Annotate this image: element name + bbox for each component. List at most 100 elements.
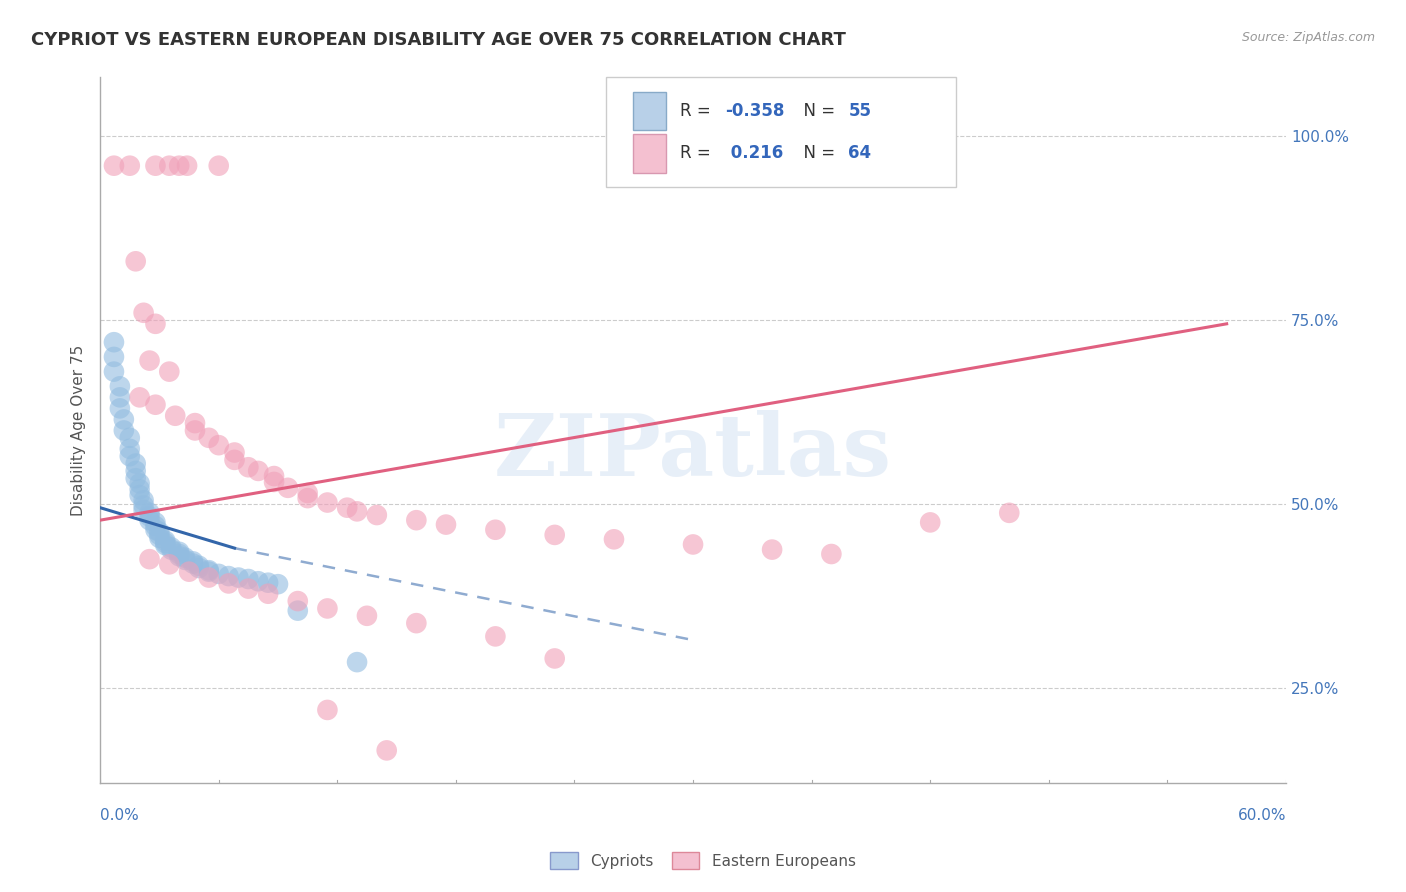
- Text: CYPRIOT VS EASTERN EUROPEAN DISABILITY AGE OVER 75 CORRELATION CHART: CYPRIOT VS EASTERN EUROPEAN DISABILITY A…: [31, 31, 846, 49]
- Point: [761, 542, 783, 557]
- Text: R =: R =: [681, 102, 716, 120]
- FancyBboxPatch shape: [633, 134, 666, 173]
- Point: [218, 569, 240, 583]
- Point: [174, 550, 197, 565]
- Point: [544, 651, 567, 665]
- Point: [277, 481, 299, 495]
- Point: [238, 572, 260, 586]
- Point: [103, 335, 125, 350]
- Point: [184, 424, 207, 438]
- Text: N =: N =: [793, 145, 839, 162]
- Point: [148, 524, 170, 539]
- Text: 0.0%: 0.0%: [100, 808, 139, 823]
- Point: [118, 159, 141, 173]
- Point: [148, 528, 170, 542]
- Point: [103, 365, 125, 379]
- Point: [297, 486, 319, 500]
- FancyBboxPatch shape: [633, 92, 666, 130]
- Point: [218, 576, 240, 591]
- Point: [155, 536, 177, 550]
- Point: [167, 159, 190, 173]
- Point: [145, 159, 167, 173]
- Point: [228, 570, 250, 584]
- Point: [145, 519, 167, 533]
- Text: R =: R =: [681, 145, 716, 162]
- Point: [174, 553, 197, 567]
- Point: [125, 471, 148, 485]
- Point: [160, 541, 183, 555]
- Point: [118, 449, 141, 463]
- Point: [263, 469, 285, 483]
- Point: [316, 601, 339, 615]
- Point: [247, 574, 270, 589]
- Point: [247, 464, 270, 478]
- Point: [238, 582, 260, 596]
- Point: [177, 565, 200, 579]
- Text: Source: ZipAtlas.com: Source: ZipAtlas.com: [1241, 31, 1375, 45]
- Point: [297, 491, 319, 505]
- Point: [157, 558, 180, 572]
- Text: 64: 64: [848, 145, 872, 162]
- Point: [118, 431, 141, 445]
- Point: [138, 506, 160, 520]
- Point: [920, 516, 942, 530]
- Point: [263, 475, 285, 489]
- Point: [181, 557, 204, 571]
- Point: [157, 365, 180, 379]
- Text: ZIPatlas: ZIPatlas: [494, 409, 891, 493]
- Point: [484, 629, 506, 643]
- Point: [366, 508, 388, 522]
- Point: [128, 483, 150, 497]
- Point: [238, 460, 260, 475]
- Point: [145, 398, 167, 412]
- FancyBboxPatch shape: [606, 78, 956, 187]
- Point: [434, 517, 457, 532]
- Point: [145, 523, 167, 537]
- Point: [132, 306, 155, 320]
- Point: [267, 577, 290, 591]
- Point: [224, 453, 246, 467]
- Point: [132, 499, 155, 513]
- Text: 55: 55: [848, 102, 872, 120]
- Point: [138, 353, 160, 368]
- Point: [316, 703, 339, 717]
- Point: [287, 594, 309, 608]
- Point: [167, 547, 190, 561]
- Point: [160, 542, 183, 557]
- Point: [375, 743, 398, 757]
- Point: [184, 416, 207, 430]
- Point: [208, 566, 231, 581]
- Point: [145, 317, 167, 331]
- Point: [125, 457, 148, 471]
- Point: [167, 549, 190, 564]
- Point: [208, 159, 231, 173]
- Point: [820, 547, 842, 561]
- Point: [138, 513, 160, 527]
- Point: [155, 533, 177, 548]
- Point: [165, 409, 187, 423]
- Point: [187, 558, 209, 573]
- Point: [108, 401, 131, 416]
- Point: [125, 464, 148, 478]
- Point: [103, 159, 125, 173]
- Text: -0.358: -0.358: [725, 102, 785, 120]
- Point: [128, 390, 150, 404]
- Point: [145, 516, 167, 530]
- Point: [112, 424, 135, 438]
- Point: [198, 431, 221, 445]
- Point: [108, 379, 131, 393]
- Point: [132, 493, 155, 508]
- Point: [346, 655, 368, 669]
- Point: [484, 523, 506, 537]
- Point: [405, 616, 427, 631]
- Point: [103, 350, 125, 364]
- Point: [198, 563, 221, 577]
- Point: [132, 503, 155, 517]
- Point: [125, 254, 148, 268]
- Point: [157, 159, 180, 173]
- Point: [287, 604, 309, 618]
- Point: [181, 554, 204, 568]
- Y-axis label: Disability Age Over 75: Disability Age Over 75: [72, 345, 86, 516]
- Point: [176, 159, 198, 173]
- Point: [224, 445, 246, 459]
